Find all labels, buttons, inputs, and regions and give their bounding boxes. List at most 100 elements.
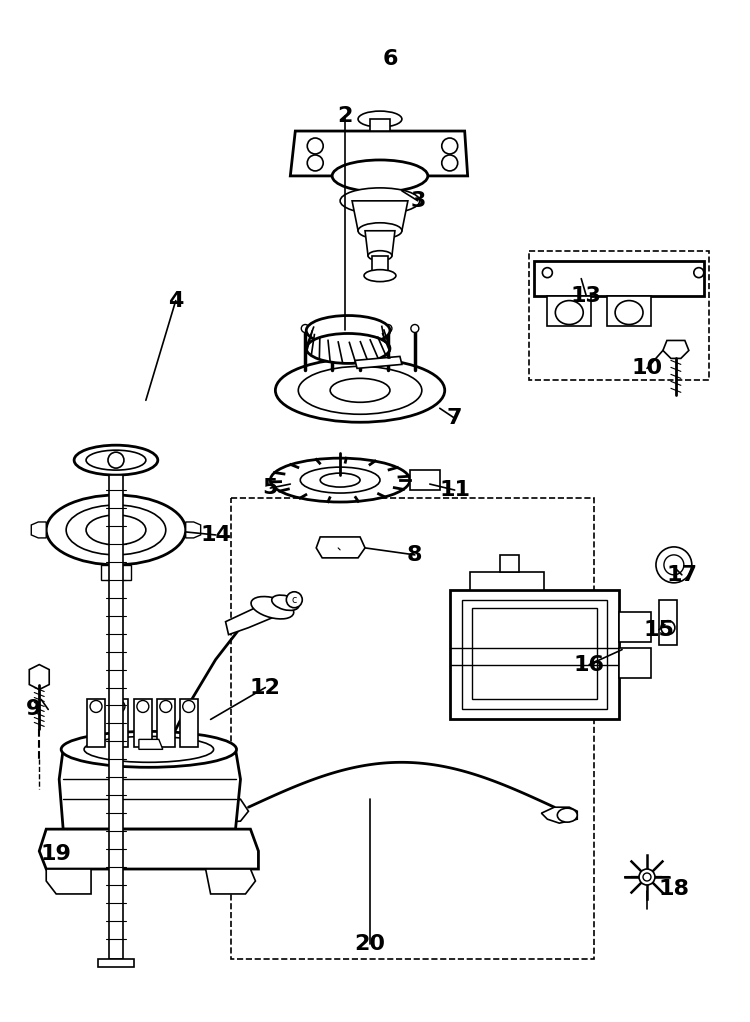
Circle shape	[411, 325, 419, 332]
Circle shape	[661, 620, 675, 635]
Text: 19: 19	[40, 844, 71, 864]
Ellipse shape	[364, 270, 396, 282]
Circle shape	[108, 452, 124, 468]
Text: 14: 14	[200, 525, 231, 545]
Polygon shape	[87, 699, 105, 747]
Polygon shape	[290, 131, 468, 176]
Circle shape	[90, 700, 102, 712]
Polygon shape	[206, 869, 256, 894]
Text: 13: 13	[571, 285, 602, 306]
Ellipse shape	[86, 515, 146, 545]
Polygon shape	[352, 201, 408, 231]
Polygon shape	[101, 565, 131, 579]
Polygon shape	[659, 600, 677, 645]
Polygon shape	[110, 699, 128, 747]
Circle shape	[542, 268, 552, 278]
Circle shape	[442, 155, 458, 171]
Ellipse shape	[66, 505, 166, 555]
Text: 17: 17	[666, 565, 698, 585]
Text: 20: 20	[355, 934, 386, 954]
Ellipse shape	[272, 595, 299, 610]
Circle shape	[183, 700, 195, 712]
Circle shape	[308, 155, 323, 171]
Polygon shape	[98, 959, 134, 967]
Polygon shape	[180, 699, 198, 747]
Polygon shape	[186, 522, 201, 538]
Text: 7: 7	[447, 408, 463, 428]
Ellipse shape	[74, 446, 158, 475]
Circle shape	[113, 700, 125, 712]
Polygon shape	[450, 590, 619, 719]
Ellipse shape	[555, 300, 584, 325]
Polygon shape	[157, 699, 175, 747]
Ellipse shape	[557, 808, 578, 822]
Polygon shape	[410, 470, 440, 491]
Text: 6: 6	[382, 49, 398, 69]
Text: 5: 5	[262, 478, 278, 498]
Polygon shape	[608, 295, 651, 325]
Polygon shape	[472, 608, 597, 699]
Text: 2: 2	[338, 106, 352, 126]
Text: 11: 11	[440, 480, 470, 500]
Ellipse shape	[358, 223, 402, 239]
Text: 18: 18	[658, 879, 689, 899]
Polygon shape	[46, 869, 91, 894]
Ellipse shape	[62, 732, 236, 768]
Polygon shape	[109, 475, 123, 959]
Text: c: c	[292, 595, 297, 605]
Circle shape	[302, 325, 309, 332]
Circle shape	[643, 873, 651, 881]
Circle shape	[694, 268, 703, 278]
Circle shape	[639, 869, 655, 885]
Polygon shape	[59, 749, 241, 829]
Polygon shape	[355, 357, 402, 368]
Ellipse shape	[332, 160, 427, 192]
Text: 10: 10	[632, 359, 662, 378]
Text: 16: 16	[574, 654, 604, 675]
Polygon shape	[462, 600, 608, 709]
Polygon shape	[32, 522, 46, 538]
Ellipse shape	[271, 458, 410, 502]
Polygon shape	[141, 844, 157, 869]
Circle shape	[328, 325, 336, 332]
Polygon shape	[619, 648, 651, 678]
Ellipse shape	[251, 597, 294, 619]
Ellipse shape	[615, 300, 643, 325]
Polygon shape	[189, 799, 248, 823]
Polygon shape	[134, 699, 152, 747]
Polygon shape	[535, 261, 704, 295]
Polygon shape	[29, 664, 50, 690]
Polygon shape	[316, 537, 365, 558]
Polygon shape	[542, 807, 578, 823]
Text: 12: 12	[250, 678, 280, 698]
Ellipse shape	[358, 111, 402, 127]
Ellipse shape	[275, 359, 445, 422]
Ellipse shape	[300, 467, 380, 493]
Polygon shape	[619, 612, 651, 642]
Polygon shape	[470, 572, 544, 590]
Circle shape	[664, 555, 684, 574]
Polygon shape	[663, 340, 688, 359]
Polygon shape	[226, 605, 272, 635]
Text: 9: 9	[26, 699, 41, 719]
Circle shape	[286, 592, 302, 608]
Polygon shape	[365, 231, 395, 256]
Ellipse shape	[368, 250, 392, 261]
Polygon shape	[548, 295, 591, 325]
Ellipse shape	[306, 316, 390, 345]
Ellipse shape	[330, 378, 390, 403]
Circle shape	[442, 138, 458, 154]
Polygon shape	[370, 120, 390, 131]
Circle shape	[656, 547, 692, 583]
Text: 15: 15	[644, 619, 674, 640]
Ellipse shape	[298, 367, 422, 414]
Circle shape	[160, 700, 172, 712]
Text: 3: 3	[410, 191, 425, 211]
Ellipse shape	[46, 495, 186, 565]
Text: 4: 4	[168, 290, 184, 311]
Circle shape	[356, 325, 364, 332]
Ellipse shape	[320, 473, 360, 487]
Polygon shape	[144, 834, 154, 844]
Polygon shape	[39, 829, 259, 869]
Polygon shape	[500, 555, 520, 572]
